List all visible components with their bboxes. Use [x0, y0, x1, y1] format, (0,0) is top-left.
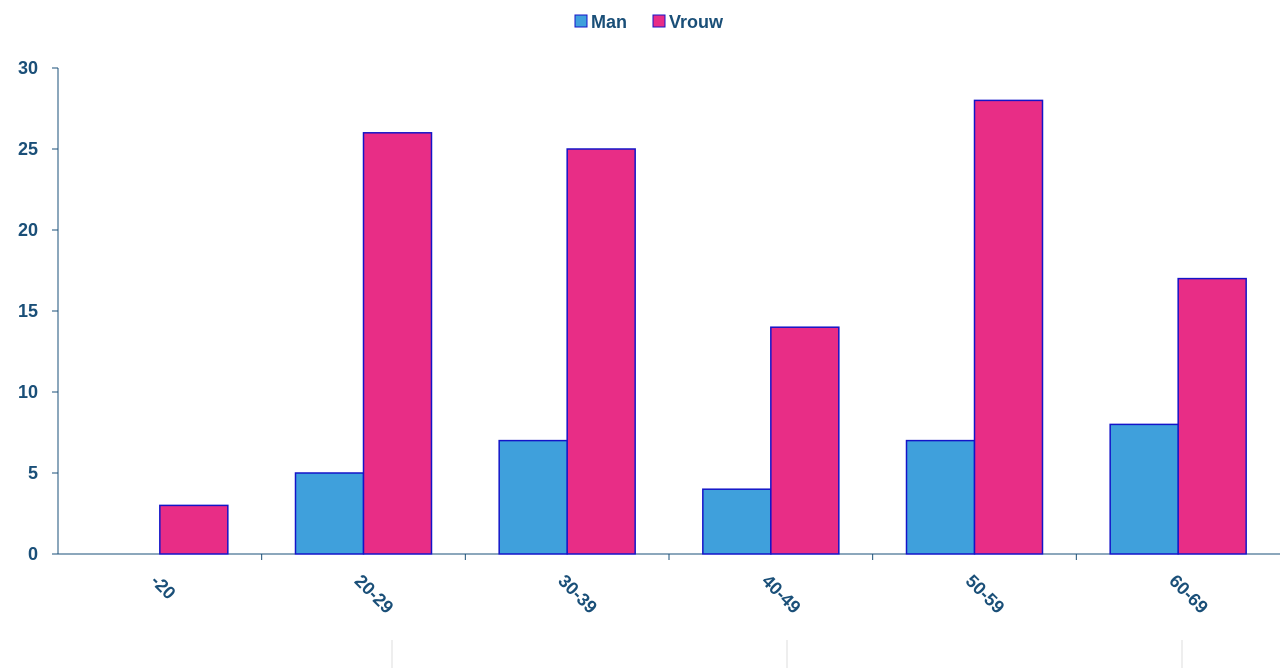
x-tick-label: -20 — [147, 571, 180, 604]
bar-man-30-39 — [498, 439, 568, 555]
legend-label-vrouw: Vrouw — [669, 12, 724, 32]
y-tick-label: 25 — [18, 139, 38, 159]
x-axis: -20 20-29 30-39 40-49 50-59 60-69 — [58, 553, 1280, 618]
legend-label-man: Man — [591, 12, 627, 32]
legend-swatch-man — [574, 14, 588, 28]
bar-man-40-49 — [702, 488, 772, 555]
bar-man-60-69 — [1109, 423, 1179, 555]
bar-vrouw-30-39 — [566, 148, 636, 555]
y-axis: 0 5 10 15 20 25 30 — [18, 58, 59, 564]
y-tick-label: 5 — [28, 463, 38, 483]
bar-vrouw-20-29 — [362, 132, 433, 555]
decorative-lines — [391, 640, 1183, 668]
y-tick-label: 30 — [18, 58, 38, 78]
legend: Man Vrouw — [574, 12, 724, 32]
y-tick-label: 0 — [28, 544, 38, 564]
bar-man-20-29 — [294, 472, 365, 555]
legend-swatch-vrouw — [652, 14, 666, 28]
y-tick-label: 20 — [18, 220, 38, 240]
x-tick-label: 40-49 — [758, 571, 805, 618]
bar-man-50-59 — [905, 439, 976, 555]
bars — [159, 99, 1247, 555]
bar-vrouw-50-59 — [973, 99, 1044, 555]
x-tick-label: 60-69 — [1165, 571, 1212, 618]
x-tick-label: 30-39 — [554, 571, 601, 618]
x-tick-label: 20-29 — [351, 571, 398, 618]
bar-vrouw-60-69 — [1177, 277, 1247, 555]
bar-vrouw--20 — [159, 504, 229, 555]
y-tick-label: 10 — [18, 382, 38, 402]
bar-vrouw-40-49 — [770, 326, 840, 555]
x-tick-label: 50-59 — [962, 571, 1009, 618]
y-tick-label: 15 — [18, 301, 38, 321]
